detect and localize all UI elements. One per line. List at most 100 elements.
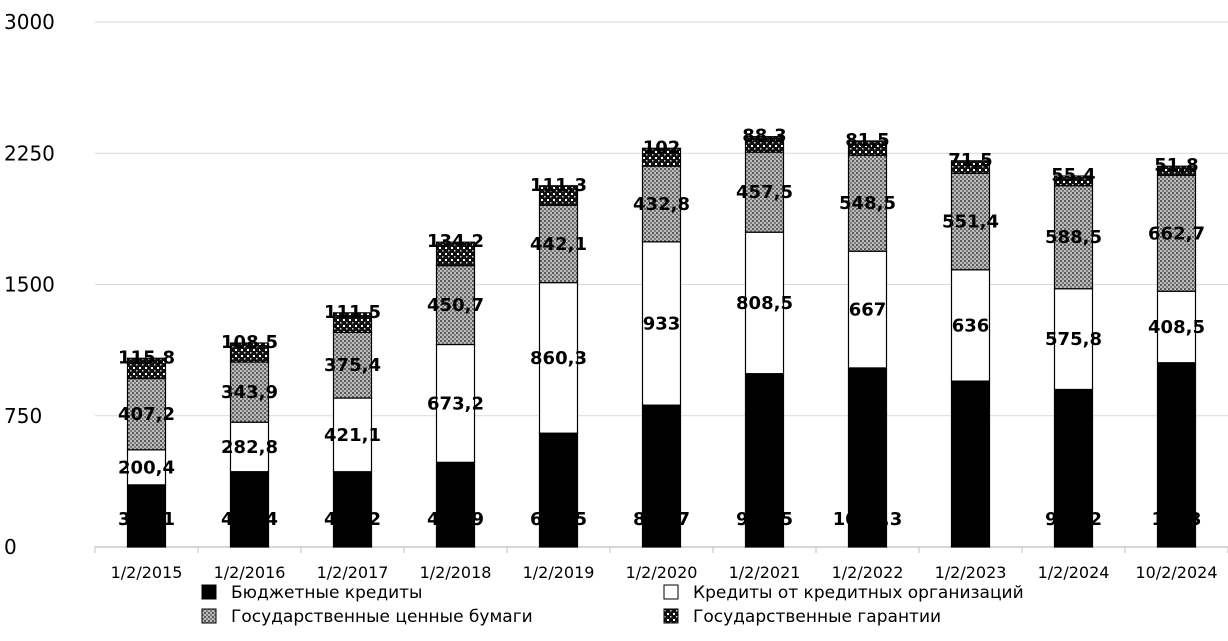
data-label: 808,5 [736,293,793,314]
legend-swatch [663,584,679,600]
bar-segment [1053,185,1094,290]
bar-segment [229,342,270,363]
data-label: 55,4 [1051,165,1095,186]
data-label: 408,5 [1148,317,1205,338]
y-tick-label: 3000 [4,10,55,34]
x-tick-label: 1/2/2017 [317,563,389,582]
data-label: 282,8 [221,437,278,458]
data-label: 111,5 [324,302,381,323]
bar-segment [435,241,476,267]
data-label: 483,9 [427,509,484,530]
legend-label: Кредиты от кредитных организаций [693,583,1024,603]
y-tick-label: 1500 [4,273,55,297]
x-tick-label: 1/2/2018 [420,563,492,582]
bar-segment [126,357,167,380]
bar-segment [641,147,682,167]
x-tick-label: 1/2/2016 [214,563,286,582]
bar-segment [538,432,579,548]
x-tick-label: 1/2/2022 [832,563,904,582]
bar-segment [332,331,373,399]
data-label: 115,8 [118,347,175,368]
data-label: 588,5 [1045,227,1102,248]
x-tick-label: 1/2/2015 [111,563,183,582]
bar-segment [847,140,888,156]
data-label: 575,8 [1045,329,1102,350]
bar-segment [641,241,682,406]
x-tick-label: 1/2/2024 [1038,563,1110,582]
bar-segment [1156,362,1197,548]
data-label: 1023,3 [833,509,902,530]
bar-segment [435,461,476,548]
bar-segment [126,484,167,548]
data-label: 81,5 [845,130,889,151]
data-label: 51,8 [1154,155,1198,176]
data-label: 457,5 [736,182,793,203]
data-label: 111,3 [530,175,587,196]
data-label: 134,2 [427,231,484,252]
data-label: 933 [643,313,681,334]
bar-segment [847,367,888,548]
bar-segment [538,185,579,206]
legend-swatch [201,584,217,600]
bar-segment [332,471,373,548]
x-tick-label: 1/2/2021 [729,563,801,582]
legend-label: Бюджетные кредиты [231,583,422,603]
bar-segment [538,204,579,284]
x-tick-label: 10/2/2024 [1135,563,1217,582]
data-label: 343,9 [221,382,278,403]
x-tick-label: 1/2/2019 [523,563,595,582]
bar-segment [847,250,888,369]
data-label: 421,1 [324,425,381,446]
y-tick-label: 0 [4,535,17,559]
bar-segment [435,343,476,463]
data-label: 548,5 [839,193,896,214]
axes: 0 750 1500 2250 3000 1/2/2015 1/2/2016 1/2/2017… [4,10,1228,582]
data-label: 88,3 [742,126,786,147]
bar-segment [1156,174,1197,292]
y-tick-label: 750 [4,404,42,428]
bar-segment [950,380,991,548]
data-label: 102 [643,137,681,158]
bar-segment [1156,165,1197,176]
bar-segment [1156,290,1197,364]
legend-label: Государственные ценные бумаги [231,607,533,627]
legend-swatch [663,608,679,624]
data-label: 407,2 [118,404,175,425]
data-label: 551,4 [942,212,999,233]
legend-swatch [201,608,217,624]
data-label: 810,7 [633,509,690,530]
data-label: 1053 [1151,509,1201,530]
bar-segment [435,265,476,346]
bar-segment [229,421,270,473]
data-label: 432,8 [633,194,690,215]
data-label: 430,4 [221,509,278,530]
data-label: 375,4 [324,355,381,376]
data-label: 662,7 [1148,223,1205,244]
bar-segment [950,160,991,174]
bar-segment [229,471,270,548]
data-label: 355,1 [118,509,175,530]
legend: Бюджетные кредиты Кредиты от кредитных ор… [201,583,1024,627]
data-label: 900,2 [1045,509,1102,530]
bar-segment [1053,175,1094,187]
bar-segment [744,373,785,548]
x-tick-label: 1/2/2020 [626,563,698,582]
data-label: 673,2 [427,393,484,414]
data-label: 990,5 [736,509,793,530]
data-labels: 355,1 200,4 407,2 115,8 430,4 282,8 343,9 108,5… [118,126,1205,530]
data-label: 860,3 [530,348,587,369]
bar-segment [1053,388,1094,548]
y-tick-label: 2250 [4,141,55,165]
data-label: 442,1 [530,234,587,255]
data-label: 650,5 [530,509,587,530]
data-label: 108,5 [221,332,278,353]
bar-segment [538,282,579,434]
bar-segment [744,231,785,375]
legend-label: Государственные гарантии [693,607,941,627]
bar-segment [744,136,785,153]
data-label: 450,7 [427,295,484,316]
data-label: 430,2 [324,509,381,530]
bar-segment [126,377,167,451]
bar-segment [744,151,785,233]
